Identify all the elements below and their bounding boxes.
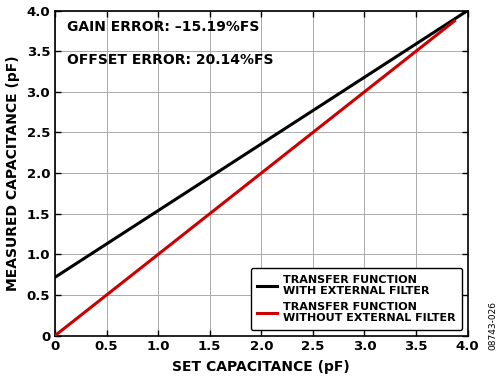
X-axis label: SET CAPACITANCE (pF): SET CAPACITANCE (pF) [172,361,350,374]
Y-axis label: MEASURED CAPACITANCE (pF): MEASURED CAPACITANCE (pF) [6,55,20,291]
Text: 08743-026: 08743-026 [488,301,498,350]
Text: GAIN ERROR: –15.19%FS: GAIN ERROR: –15.19%FS [68,20,260,34]
Legend: TRANSFER FUNCTION
WITH EXTERNAL FILTER, TRANSFER FUNCTION
WITHOUT EXTERNAL FILTE: TRANSFER FUNCTION WITH EXTERNAL FILTER, … [250,268,462,330]
Text: OFFSET ERROR: 20.14%FS: OFFSET ERROR: 20.14%FS [68,53,274,67]
